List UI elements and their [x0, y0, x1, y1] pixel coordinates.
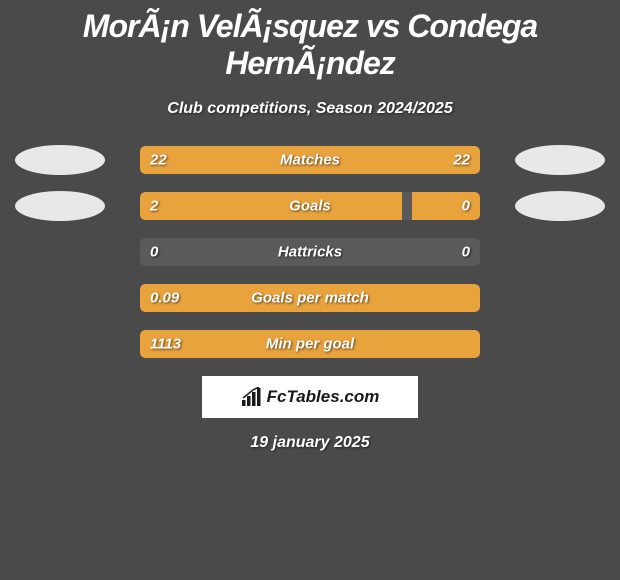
stat-bar: 1113 Min per goal — [140, 330, 480, 358]
stat-row: 0.09 Goals per match — [0, 284, 620, 312]
stat-bar: 2 Goals 0 — [140, 192, 480, 220]
stats-container: 22Matches222Goals00Hattricks00.09Goals p… — [0, 146, 620, 358]
stat-label: Matches — [280, 152, 340, 169]
stat-row: 1113 Min per goal — [0, 330, 620, 358]
date-text: 19 january 2025 — [0, 434, 620, 452]
stat-value-left: 0.09 — [150, 290, 179, 307]
stat-bar: 0.09 Goals per match — [140, 284, 480, 312]
player-avatar-left — [15, 191, 105, 221]
stat-label: Goals per match — [251, 290, 369, 307]
stat-value-left: 0 — [150, 244, 158, 261]
stat-row: 0 Hattricks 0 — [0, 238, 620, 266]
stat-label: Min per goal — [266, 336, 354, 353]
stat-label: Hattricks — [278, 244, 342, 261]
stat-row: 2 Goals 0 — [0, 192, 620, 220]
stat-value-right: 0 — [462, 198, 470, 215]
page-title: MorÃ¡n VelÃ¡squez vs Condega HernÃ¡ndez — [0, 0, 620, 82]
player-avatar-right — [515, 145, 605, 175]
subtitle: Club competitions, Season 2024/2025 — [0, 100, 620, 118]
stat-bar: 22 Matches 22 — [140, 146, 480, 174]
brand-badge: FcTables.com — [202, 376, 418, 418]
stat-value-left: 1113 — [150, 336, 181, 353]
player-avatar-right — [515, 191, 605, 221]
player-avatar-left — [15, 145, 105, 175]
stat-value-left: 22 — [150, 152, 167, 169]
stat-value-right: 0 — [462, 244, 470, 261]
stat-row: 22 Matches 22 — [0, 146, 620, 174]
brand-text: FcTables.com — [267, 387, 380, 407]
stat-value-right: 22 — [453, 152, 470, 169]
stat-bar: 0 Hattricks 0 — [140, 238, 480, 266]
stat-value-left: 2 — [150, 198, 158, 215]
bar-fill-left — [140, 192, 402, 220]
chart-icon — [241, 387, 263, 407]
stat-label: Goals — [289, 198, 331, 215]
